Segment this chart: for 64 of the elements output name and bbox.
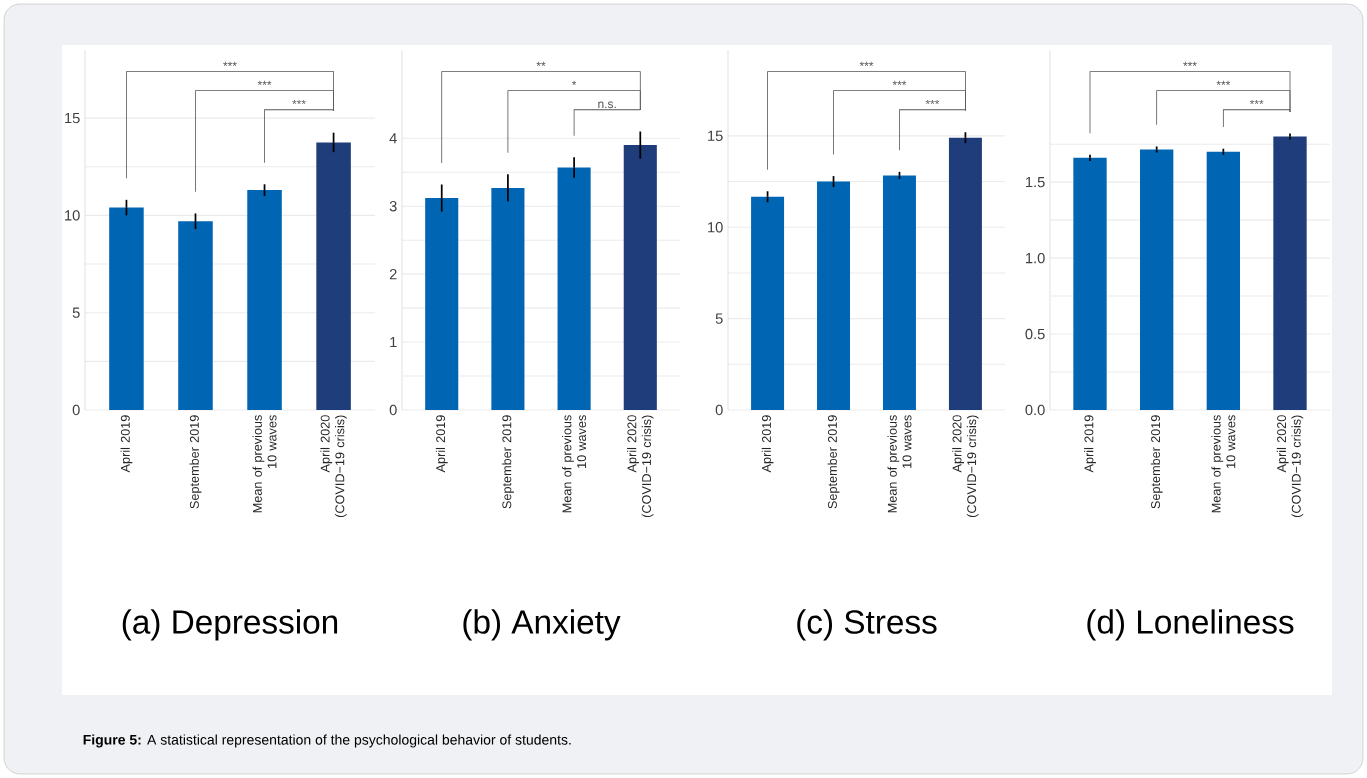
bar: [491, 187, 525, 410]
y-tick-label: 1.0: [1026, 252, 1045, 264]
y-tick-label: 10: [65, 210, 80, 221]
bar: [557, 167, 591, 410]
bar: [882, 175, 916, 410]
x-tick-label: April 2020 (COVID−19 crisis): [627, 415, 654, 518]
x-tick-label: April 2019: [120, 415, 133, 473]
x-tick-label: September 2019: [189, 415, 202, 509]
x-tick-label: Mean of previous 10 waves: [252, 415, 277, 513]
y-tick-label: 0: [715, 404, 723, 416]
annotation: ***: [925, 99, 940, 105]
x-tick-label: Mean of previous 10 waves: [887, 415, 912, 513]
y-tick-label: 1: [390, 337, 397, 348]
x-tick-label: September 2019: [1150, 415, 1163, 509]
x-tick-label: April 2019: [1084, 415, 1096, 473]
y-tick-label: 15: [65, 113, 80, 124]
text: Figure 5: A statistical representation of the psychological behavior of students.: [83, 734, 571, 748]
y-tick-label: 0: [389, 404, 397, 416]
bar: [623, 145, 657, 410]
y-tick-label: 5: [715, 313, 723, 324]
y-tick-label: 0: [72, 404, 80, 416]
bar: [425, 198, 459, 410]
annotation: ***: [1249, 99, 1264, 105]
x-tick-label: April 2019: [761, 415, 774, 473]
annotation: n.s.: [598, 101, 616, 109]
bar: [109, 207, 144, 410]
text: (d) Loneliness: [1087, 609, 1294, 641]
bar: [178, 221, 213, 410]
bar: [1073, 157, 1107, 410]
y-tick-label: 1.5: [1026, 177, 1045, 188]
bar: [247, 190, 282, 410]
bar: [751, 196, 785, 410]
x-tick-label: April 2019: [435, 415, 448, 473]
bar: [817, 181, 851, 410]
text: (c) Stress: [797, 609, 937, 641]
bar: [1273, 136, 1307, 410]
y-tick-label: 2: [389, 269, 397, 280]
bar: [1206, 151, 1241, 410]
x-tick-label: September 2019: [502, 415, 514, 509]
x-tick-label: September 2019: [827, 415, 840, 509]
annotation: **: [536, 61, 546, 66]
text: (a) Depression: [122, 609, 338, 641]
annotation: ***: [223, 61, 237, 66]
x-tick-label: Mean of previous 10 waves: [562, 415, 587, 513]
bar: [1140, 149, 1174, 410]
text: (b) Anxiety: [463, 609, 621, 641]
annotation: ***: [257, 80, 272, 86]
x-tick-label: April 2020 (COVID−19 crisis): [320, 415, 347, 518]
annotation: ***: [292, 99, 306, 105]
y-tick-label: 5: [72, 307, 80, 318]
y-tick-label: 0.5: [1025, 328, 1045, 340]
y-tick-label: 3: [389, 201, 397, 212]
annotation: ***: [859, 61, 874, 66]
y-tick-label: 0.0: [1025, 404, 1045, 416]
x-tick-label: April 2020 (COVID−19 crisis): [952, 415, 979, 518]
annotation: ***: [1216, 80, 1231, 86]
annotation: ***: [892, 80, 907, 86]
annotation: ***: [1183, 61, 1197, 66]
x-tick-label: April 2020 (COVID−19 crisis): [1276, 415, 1304, 518]
y-tick-label: 10: [708, 222, 723, 233]
y-tick-label: 15: [708, 130, 723, 141]
x-tick-label: Mean of previous 10 waves: [1211, 415, 1236, 513]
annotation: *: [571, 80, 577, 86]
y-tick-label: 4: [389, 133, 397, 144]
